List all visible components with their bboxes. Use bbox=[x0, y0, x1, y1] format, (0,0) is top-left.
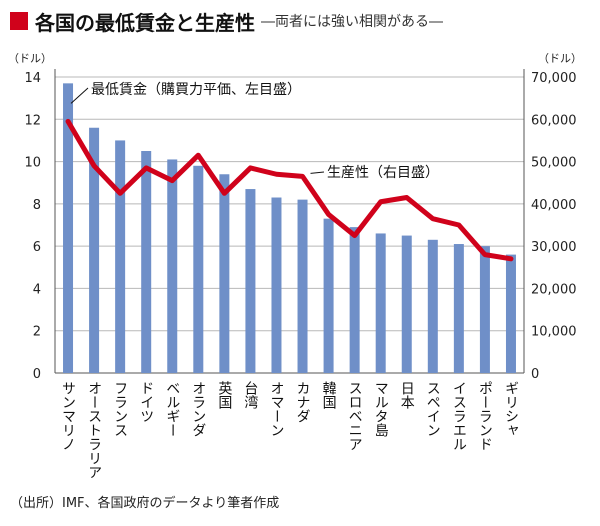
x-tick-label: オランダ bbox=[190, 381, 206, 437]
y-right-unit: （ドル） bbox=[538, 52, 582, 65]
bar bbox=[375, 233, 386, 373]
bar bbox=[271, 197, 282, 373]
bar bbox=[115, 140, 126, 373]
bar bbox=[453, 244, 464, 373]
y-left-tick-label: 14 bbox=[24, 71, 41, 86]
y-left-tick-label: 0 bbox=[33, 367, 41, 382]
y-left-tick-label: 10 bbox=[24, 156, 41, 171]
y-right-tick-label: 50,000 bbox=[531, 156, 577, 171]
x-tick-label: オーストラリア bbox=[86, 381, 102, 479]
chart-area: 0 2 4 6 8 10 12 14 0 10,000 20,000 30,000 40,000 50,0… bbox=[0, 38, 600, 490]
annotation-leader-wage bbox=[70, 87, 89, 104]
y-right-tick-label: 40,000 bbox=[531, 198, 577, 213]
bar bbox=[219, 174, 230, 373]
bar bbox=[505, 254, 516, 373]
x-tick-label: ベルギー bbox=[164, 381, 180, 437]
bar bbox=[479, 246, 490, 373]
annotation-productivity-label: 生産性（右目盛） bbox=[327, 165, 439, 181]
bar bbox=[141, 151, 152, 373]
y-right-tick-label: 30,000 bbox=[531, 240, 577, 255]
y-right-tick-label: 0 bbox=[531, 367, 539, 382]
title-marker-square bbox=[10, 12, 28, 30]
y-left-tick-label: 4 bbox=[33, 282, 41, 297]
x-tick-label: スペイン bbox=[425, 381, 441, 437]
chart-header: 各国の最低賃金と生産性 ―両者には強い相関がある― bbox=[10, 6, 595, 36]
x-tick-label: ギリシャ bbox=[503, 381, 519, 437]
chart-svg: 0 2 4 6 8 10 12 14 0 10,000 20,000 30,000 40,000 50,0… bbox=[8, 52, 582, 479]
x-tick-label: スロベニア bbox=[347, 381, 363, 451]
y-left-tick-label: 8 bbox=[33, 198, 41, 213]
x-tick-label: フランス bbox=[112, 381, 128, 437]
bar bbox=[297, 199, 308, 373]
y-left-tick-label: 6 bbox=[33, 240, 41, 255]
x-tick-label: イスラエル bbox=[451, 381, 467, 451]
bar bbox=[193, 165, 204, 373]
bar bbox=[323, 218, 334, 373]
bar bbox=[167, 159, 178, 373]
x-tick-label: 英国 bbox=[216, 380, 232, 409]
x-tick-label: 台湾 bbox=[242, 381, 258, 409]
annotation-wage-label: 最低賃金（購買力平価、左目盛） bbox=[91, 82, 301, 98]
bar bbox=[401, 235, 412, 373]
bar bbox=[427, 239, 438, 373]
x-tick-label: 日本 bbox=[399, 381, 415, 409]
productivity-line bbox=[65, 118, 514, 262]
y-left-tick-label: 2 bbox=[33, 325, 41, 340]
bar bbox=[245, 189, 256, 373]
x-tick-label: ポーランド bbox=[477, 381, 493, 451]
y-right-tick-label: 20,000 bbox=[531, 282, 577, 297]
chart-subtitle: ―両者には強い相関がある― bbox=[261, 14, 443, 30]
y-left-unit: （ドル） bbox=[8, 52, 52, 65]
y-right-tick-label: 70,000 bbox=[531, 71, 577, 86]
x-tick-label: ドイツ bbox=[138, 381, 154, 423]
y-left-tick-label: 12 bbox=[24, 113, 41, 128]
x-tick-label: 韓国 bbox=[321, 381, 337, 409]
bar bbox=[63, 83, 74, 373]
y-right-tick-label: 60,000 bbox=[531, 113, 577, 128]
x-tick-label: オマーン bbox=[268, 381, 284, 437]
x-tick-label: カナダ bbox=[295, 381, 311, 423]
x-tick-label: サンマリノ bbox=[60, 381, 76, 451]
source-note: （出所）IMF、各国政府のデータより筆者作成 bbox=[10, 496, 280, 511]
chart-title: 各国の最低賃金と生産性 bbox=[35, 10, 255, 35]
bar bbox=[349, 227, 360, 373]
annotation-leader-productivity bbox=[310, 171, 325, 174]
x-tick-label: マルタ島 bbox=[373, 381, 389, 437]
y-right-tick-label: 10,000 bbox=[531, 325, 577, 340]
bar bbox=[89, 127, 100, 373]
